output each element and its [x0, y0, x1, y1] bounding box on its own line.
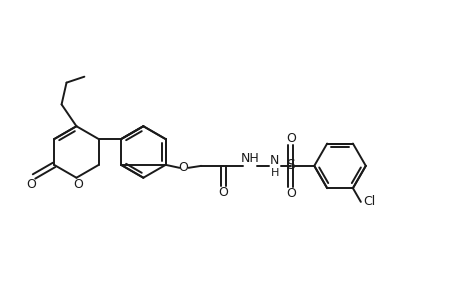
Text: Cl: Cl — [363, 195, 375, 208]
Text: NH: NH — [240, 152, 259, 165]
Text: S: S — [285, 158, 294, 172]
Text: O: O — [73, 178, 83, 191]
Text: O: O — [286, 132, 296, 145]
Text: H: H — [270, 168, 278, 178]
Text: N: N — [269, 154, 279, 167]
Text: O: O — [286, 187, 296, 200]
Text: O: O — [178, 161, 188, 174]
Text: O: O — [218, 186, 228, 199]
Text: O: O — [26, 178, 36, 191]
